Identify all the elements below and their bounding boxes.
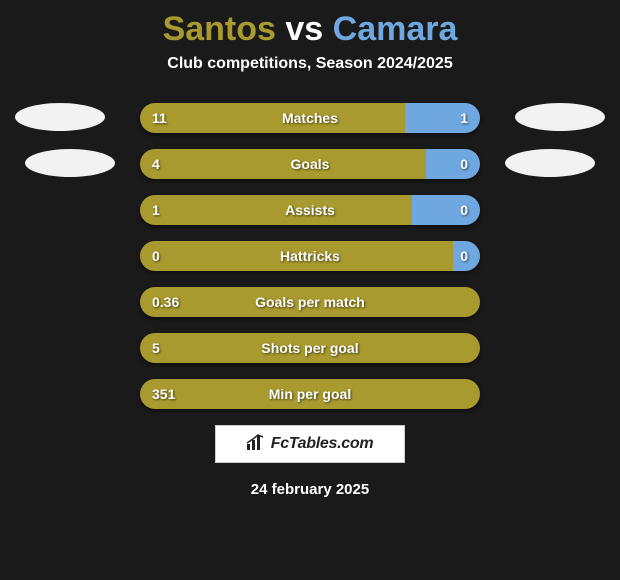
stat-value-right: 0: [460, 195, 468, 225]
stat-bar-left: [140, 195, 412, 225]
stat-bar-left: [140, 287, 480, 317]
subtitle: Club competitions, Season 2024/2025: [0, 55, 620, 103]
player2-club-placeholder: [505, 149, 595, 177]
stat-value-right: 1: [460, 103, 468, 133]
title-vs: vs: [285, 10, 323, 48]
stat-value-left: 5: [152, 333, 160, 363]
stat-value-right: 0: [460, 149, 468, 179]
stat-bar-left: [140, 103, 405, 133]
stat-value-left: 4: [152, 149, 160, 179]
snapshot-date: 24 february 2025: [0, 463, 620, 498]
stat-row: 5Shots per goal: [140, 333, 480, 363]
attribution-icon: [247, 434, 267, 455]
title-player1: Santos: [163, 10, 276, 48]
stat-bar-right: [412, 195, 480, 225]
attribution-badge: FcTables.com: [215, 425, 405, 463]
comparison-title: Santos vs Camara: [0, 0, 620, 55]
stat-bar-left: [140, 333, 480, 363]
stat-row: 10Assists: [140, 195, 480, 225]
stat-bar-left: [140, 149, 426, 179]
stat-row: 40Goals: [140, 149, 480, 179]
comparison-stage: 111Matches40Goals10Assists00Hattricks0.3…: [0, 103, 620, 409]
player1-photo-placeholder: [15, 103, 105, 131]
stat-bar-left: [140, 241, 453, 271]
stat-bar-right: [405, 103, 480, 133]
stat-row: 00Hattricks: [140, 241, 480, 271]
stat-row: 111Matches: [140, 103, 480, 133]
stat-value-left: 1: [152, 195, 160, 225]
stat-row: 0.36Goals per match: [140, 287, 480, 317]
stat-value-left: 0: [152, 241, 160, 271]
stat-value-right: 0: [460, 241, 468, 271]
stat-bars: 111Matches40Goals10Assists00Hattricks0.3…: [140, 103, 480, 409]
stat-value-left: 11: [152, 103, 167, 133]
stat-bar-left: [140, 379, 480, 409]
stat-value-left: 0.36: [152, 287, 179, 317]
player1-club-placeholder: [25, 149, 115, 177]
player2-photo-placeholder: [515, 103, 605, 131]
title-player2: Camara: [333, 10, 458, 48]
stat-row: 351Min per goal: [140, 379, 480, 409]
stat-bar-right: [426, 149, 480, 179]
stat-value-left: 351: [152, 379, 175, 409]
attribution-text: FcTables.com: [271, 435, 374, 453]
